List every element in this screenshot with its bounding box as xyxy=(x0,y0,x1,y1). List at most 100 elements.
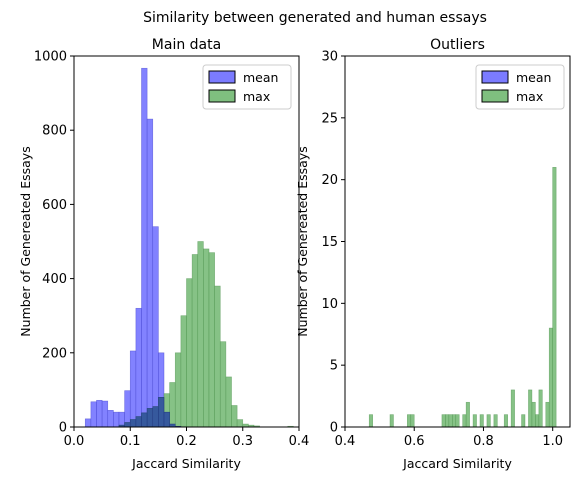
bar-max xyxy=(455,414,460,428)
bar-mean xyxy=(107,410,114,428)
bar-overlap xyxy=(135,416,142,428)
bar-max xyxy=(208,252,215,428)
bar-max xyxy=(231,405,238,428)
bar-max xyxy=(407,414,412,428)
bar-max xyxy=(389,414,394,428)
axes-title: Outliers xyxy=(430,37,485,53)
bar-max xyxy=(548,327,553,428)
bar-max xyxy=(219,341,227,428)
bar-max xyxy=(441,414,446,428)
bar-max xyxy=(528,389,533,428)
figure-suptitle: Similarity between generated and human e… xyxy=(143,10,487,26)
x-axis-label: Jaccard Similarity xyxy=(131,456,241,471)
legend-label-mean: mean xyxy=(243,70,278,85)
legend-swatch-max xyxy=(481,89,509,103)
bar-max xyxy=(203,248,210,428)
legend-label-mean: mean xyxy=(516,70,551,85)
x-tick-label: 0.4 xyxy=(289,434,310,449)
x-tick-label: 0.8 xyxy=(473,434,494,449)
y-tick-label: 400 xyxy=(42,272,67,287)
subplot-outliers: 0.4 0.6 0.8 1.0 0 5 10 15 20 25 30 Outliers Jaccard … xyxy=(295,37,571,471)
bar-max xyxy=(410,414,415,428)
bar-max xyxy=(236,419,244,428)
bar-max xyxy=(445,414,450,428)
bar-max xyxy=(486,414,491,428)
bar-max xyxy=(174,352,182,428)
bar-max xyxy=(510,389,515,428)
bar-overlap xyxy=(163,411,170,428)
y-axis-label: Number of Genereated Essays xyxy=(295,146,310,336)
axes-frame xyxy=(344,55,571,428)
subplot-main-data: 0.0 0.1 0.2 0.3 0.4 0 200 400 600 800 1000 Main dat… xyxy=(18,37,309,471)
y-tick-label: 0 xyxy=(330,421,338,436)
bar-max xyxy=(368,414,373,428)
bar-mean xyxy=(90,401,97,428)
bar-max xyxy=(448,414,453,428)
legend-label-max: max xyxy=(243,89,270,104)
legend-swatch-max xyxy=(208,89,236,103)
x-tick-label: 0.6 xyxy=(404,434,425,449)
bar-mean xyxy=(146,118,154,428)
bar-max xyxy=(197,241,204,428)
bar-max xyxy=(538,389,543,428)
bar-max xyxy=(472,414,477,428)
bar-overlap xyxy=(141,412,148,428)
y-tick-label: 10 xyxy=(321,297,338,312)
bar-max xyxy=(169,382,176,428)
y-tick-label: 200 xyxy=(42,346,67,361)
bar-max xyxy=(191,254,199,428)
x-tick-label: 1.0 xyxy=(542,434,563,449)
bar-max xyxy=(452,414,457,428)
bar-max xyxy=(186,278,193,428)
bar-max xyxy=(180,315,187,428)
y-tick-label: 25 xyxy=(321,111,338,126)
y-axis-label: Number of Genereated Essays xyxy=(18,146,33,336)
y-tick-label: 1000 xyxy=(34,50,67,65)
y-tick-label: 20 xyxy=(321,173,338,188)
legend-swatch-mean xyxy=(208,70,236,84)
bar-overlap xyxy=(130,419,137,428)
y-tick-label: 800 xyxy=(42,124,67,139)
x-tick-label: 0.2 xyxy=(176,434,197,449)
y-tick-label: 600 xyxy=(42,198,67,213)
bar-overlap xyxy=(124,422,131,428)
bar-max xyxy=(225,376,232,428)
bar-max xyxy=(545,401,550,428)
y-tick-label: 30 xyxy=(321,50,338,65)
bar-overlap xyxy=(158,397,165,428)
bar-mean xyxy=(101,400,109,428)
axes-title: Main data xyxy=(152,37,221,53)
bar-max xyxy=(493,414,498,428)
y-tick-label: 5 xyxy=(330,359,338,374)
bar-max xyxy=(465,401,470,428)
legend-label-max: max xyxy=(516,89,543,104)
bar-mean xyxy=(118,411,125,428)
bar-max xyxy=(521,414,526,428)
x-tick-label: 0.4 xyxy=(335,434,356,449)
bar-mean xyxy=(135,307,142,428)
x-tick-label: 0.0 xyxy=(64,434,85,449)
bar-overlap xyxy=(146,408,154,428)
bar-mean xyxy=(84,418,92,428)
x-axis-label: Jaccard Similarity xyxy=(402,456,512,471)
bar-max xyxy=(503,414,508,428)
bar-max xyxy=(214,285,221,428)
y-tick-label: 0 xyxy=(59,421,67,436)
bar-mean xyxy=(113,411,120,428)
bar-mean xyxy=(124,390,131,428)
bar-mean xyxy=(141,67,148,428)
bar-mean xyxy=(152,226,159,428)
bar-overlap xyxy=(152,406,159,428)
bar-mean xyxy=(129,350,137,428)
bar-max xyxy=(535,414,540,428)
bar-max xyxy=(531,401,536,428)
x-tick-label: 0.3 xyxy=(232,434,253,449)
bar-max xyxy=(479,414,484,428)
y-tick-label: 15 xyxy=(321,235,338,250)
bar-max xyxy=(552,167,557,428)
bar-mean xyxy=(96,399,103,428)
bar-max xyxy=(462,414,467,428)
legend-swatch-mean xyxy=(481,70,509,84)
x-tick-label: 0.1 xyxy=(120,434,141,449)
